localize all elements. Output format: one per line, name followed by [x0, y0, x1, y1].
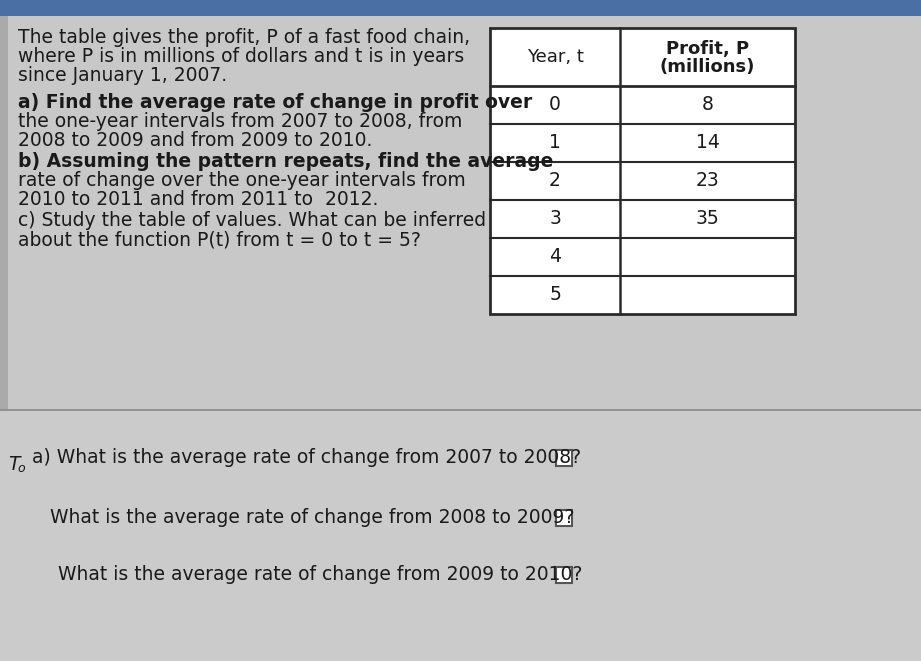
Text: What is the average rate of change from 2009 to 2010?: What is the average rate of change from …	[58, 565, 582, 584]
Text: a) Find the average rate of change in profit over: a) Find the average rate of change in pr…	[18, 93, 532, 112]
Text: 2010 to 2011 and from 2011 to  2012.: 2010 to 2011 and from 2011 to 2012.	[18, 190, 379, 209]
Text: 5: 5	[549, 286, 561, 305]
Bar	[490, 28, 795, 314]
Text: (millions): (millions)	[659, 58, 755, 76]
Text: o: o	[17, 462, 25, 475]
Text: 1: 1	[549, 134, 561, 153]
Text: c) Study the table of values. What can be inferred: c) Study the table of values. What can b…	[18, 211, 486, 230]
Text: The table gives the profit, P of a fast food chain,: The table gives the profit, P of a fast …	[18, 28, 470, 47]
Text: a) What is the average rate of change from 2007 to 2008?: a) What is the average rate of change fr…	[32, 448, 581, 467]
Bar	[556, 510, 572, 526]
Text: b) Assuming the pattern repeats, find the average: b) Assuming the pattern repeats, find th…	[18, 152, 554, 171]
Text: T: T	[8, 455, 19, 474]
Text: about the function P(t) from t = 0 to t = 5?: about the function P(t) from t = 0 to t …	[18, 230, 421, 249]
Text: 8: 8	[702, 95, 714, 114]
Bar	[0, 16, 8, 410]
Text: 2008 to 2009 and from 2009 to 2010.: 2008 to 2009 and from 2009 to 2010.	[18, 131, 372, 150]
Bar	[556, 450, 572, 466]
Text: the one-year intervals from 2007 to 2008, from: the one-year intervals from 2007 to 2008…	[18, 112, 462, 131]
Text: What is the average rate of change from 2008 to 2009?: What is the average rate of change from …	[50, 508, 575, 527]
Bar	[556, 567, 572, 583]
Text: since January 1, 2007.: since January 1, 2007.	[18, 66, 227, 85]
Bar	[490, 28, 795, 314]
Text: 4: 4	[549, 247, 561, 266]
Text: 2: 2	[549, 171, 561, 190]
Text: Profit, P: Profit, P	[666, 40, 749, 58]
Text: 35: 35	[695, 210, 719, 229]
Text: 3: 3	[549, 210, 561, 229]
Text: 23: 23	[695, 171, 719, 190]
Text: 14: 14	[695, 134, 719, 153]
Bar	[0, 0, 921, 16]
Text: Year, t: Year, t	[527, 48, 583, 66]
Bar	[0, 410, 921, 661]
Text: rate of change over the one-year intervals from: rate of change over the one-year interva…	[18, 171, 466, 190]
Text: where P is in millions of dollars and t is in years: where P is in millions of dollars and t …	[18, 47, 464, 66]
Bar	[0, 16, 921, 410]
Text: 0: 0	[549, 95, 561, 114]
